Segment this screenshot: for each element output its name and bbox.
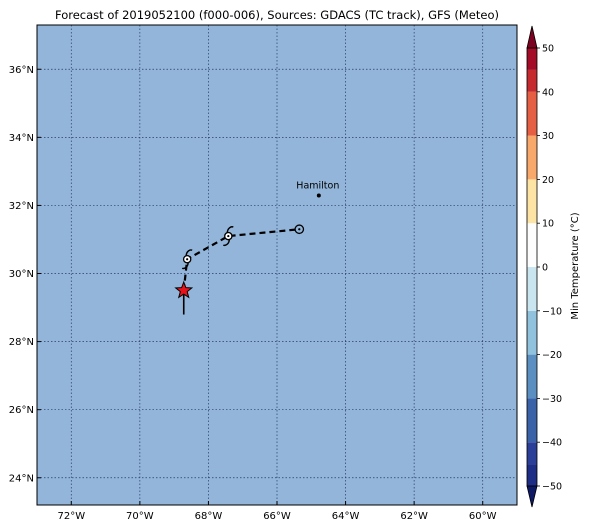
latitude-tick-label: 28°N	[9, 337, 34, 348]
colorbar-tick-label: −40	[542, 438, 562, 449]
colorbar	[526, 25, 538, 508]
latitude-tick-label: 34°N	[9, 133, 34, 144]
latitude-tick-labels: 24°N 26°N 28°N 30°N 32°N 34°N 36°N	[9, 65, 34, 485]
longitude-tick-label: 60°W	[469, 511, 497, 522]
longitude-tick-label: 72°W	[57, 511, 85, 522]
latitude-tick-label: 26°N	[9, 405, 34, 416]
colorbar-band	[527, 179, 537, 224]
latitude-tick-label: 32°N	[9, 201, 34, 212]
longitude-tick-label: 64°W	[332, 511, 360, 522]
colorbar-band	[527, 267, 537, 311]
tropical-storm-icon	[223, 226, 234, 246]
colorbar-band	[527, 48, 537, 70]
storm-track-layer	[174, 224, 305, 315]
colorbar-band	[527, 91, 537, 136]
tropical-storm-icon	[181, 249, 193, 270]
forecast-track-line	[182, 228, 300, 291]
latitude-tick-label: 30°N	[9, 269, 34, 280]
colorbar-tick-label: 50	[542, 44, 554, 55]
ocean-background	[37, 25, 517, 505]
colorbar-extend-low	[526, 485, 538, 508]
place-layer: Hamilton	[296, 181, 339, 198]
colorbar-band	[527, 310, 537, 355]
colorbar-tick-label: −50	[542, 482, 562, 493]
colorbar-band	[527, 354, 537, 399]
colorbar-band	[527, 135, 537, 180]
colorbar-band	[527, 69, 537, 92]
graticule	[37, 25, 517, 505]
colorbar-tick-label: 30	[542, 131, 554, 142]
colorbar-tick-label: 20	[542, 175, 554, 186]
colorbar-label: Min Temperature (°C)	[570, 212, 581, 319]
colorbar-tick-label: −20	[542, 350, 562, 361]
longitude-tick-labels: 72°W 70°W 68°W 66°W 64°W 62°W 60°W	[57, 511, 496, 522]
colorbar-band	[527, 398, 537, 443]
current-position-star-icon	[174, 280, 194, 299]
colorbar-band	[527, 464, 537, 486]
map-area: Hamilton	[36, 24, 518, 506]
latitude-tick-label: 24°N	[9, 473, 34, 484]
map-border	[36, 24, 518, 506]
longitude-tick-label: 70°W	[126, 511, 154, 522]
colorbar-tick-label: 40	[542, 87, 554, 98]
colorbar-tick-label: −30	[542, 394, 562, 405]
figure-title: Forecast of 2019052100 (f000-006), Sourc…	[55, 8, 499, 22]
colorbar-tick-label: 10	[542, 219, 554, 230]
colorbar-extend-high	[526, 25, 538, 49]
longitude-tick-label: 68°W	[195, 511, 223, 522]
longitude-tick-label: 66°W	[263, 511, 291, 522]
place-label: Hamilton	[296, 181, 339, 192]
colorbar-tick-label: 0	[542, 263, 548, 274]
longitude-tick-label: 62°W	[400, 511, 428, 522]
colorbar-band	[527, 223, 537, 267]
place-dot	[316, 193, 321, 198]
colorbar-tick-label: −10	[542, 306, 562, 317]
latitude-tick-label: 36°N	[9, 65, 34, 76]
track-point-circle-icon	[294, 224, 305, 235]
colorbar-tick-labels: 50 40 30 20 10 0 −10 −20 −30 −40 −50	[537, 44, 562, 493]
colorbar-band	[527, 442, 537, 465]
